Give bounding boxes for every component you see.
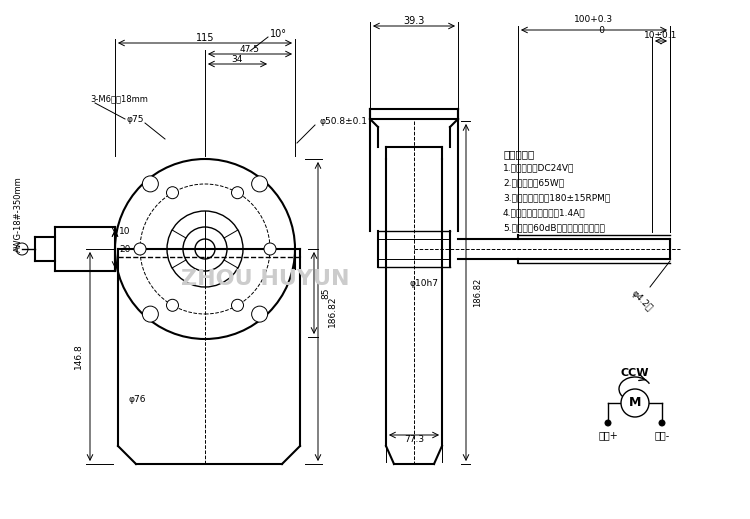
- Text: 85: 85: [322, 287, 331, 299]
- Text: 10°: 10°: [269, 29, 286, 39]
- Text: 3-M6丝深18mm: 3-M6丝深18mm: [90, 94, 148, 103]
- Text: 1.额定电压：DC24V；: 1.额定电压：DC24V；: [503, 163, 574, 172]
- Text: 146.8: 146.8: [74, 344, 82, 370]
- Text: CCW: CCW: [621, 368, 650, 378]
- Circle shape: [232, 187, 244, 199]
- Text: φ10h7: φ10h7: [410, 280, 439, 289]
- Text: 186.82: 186.82: [328, 296, 337, 327]
- Text: 2.额定功率：65W；: 2.额定功率：65W；: [503, 178, 564, 187]
- Circle shape: [605, 420, 611, 426]
- Text: ZHOU HUYUN: ZHOU HUYUN: [181, 269, 350, 289]
- Circle shape: [232, 299, 244, 311]
- Circle shape: [166, 187, 178, 199]
- Circle shape: [142, 306, 158, 322]
- Text: AWG-18#-350mm: AWG-18#-350mm: [13, 176, 22, 252]
- Text: 5.噪音小于60dB，无明显异常噪音。: 5.噪音小于60dB，无明显异常噪音。: [503, 223, 604, 232]
- Circle shape: [252, 306, 268, 322]
- Text: 77.3: 77.3: [404, 435, 424, 444]
- Text: 黑色-: 黑色-: [654, 430, 670, 440]
- Text: 红色+: 红色+: [598, 430, 618, 440]
- Circle shape: [621, 389, 649, 417]
- Text: 100+0.3
      0: 100+0.3 0: [574, 15, 614, 35]
- Text: φ4.2通: φ4.2通: [630, 289, 654, 313]
- Text: φ75: φ75: [126, 115, 144, 124]
- Text: φ76: φ76: [128, 394, 146, 403]
- Circle shape: [166, 299, 178, 311]
- Text: 115: 115: [196, 33, 214, 43]
- Text: 4.空载电流：小于等于1.4A；: 4.空载电流：小于等于1.4A；: [503, 208, 586, 217]
- Text: M: M: [628, 397, 641, 409]
- Circle shape: [659, 420, 665, 426]
- Text: 10: 10: [119, 227, 130, 237]
- Text: 39.3: 39.3: [404, 16, 424, 26]
- Text: 3.输出空载转速：180±15RPM；: 3.输出空载转速：180±15RPM；: [503, 193, 610, 202]
- Text: 47.5: 47.5: [240, 45, 260, 53]
- Text: 20: 20: [119, 244, 130, 253]
- Text: 186.82: 186.82: [473, 278, 482, 307]
- Circle shape: [142, 176, 158, 192]
- Circle shape: [264, 243, 276, 255]
- Text: 10±0.1: 10±0.1: [644, 32, 678, 40]
- Text: φ50.8±0.1: φ50.8±0.1: [320, 116, 368, 126]
- Circle shape: [134, 243, 146, 255]
- Circle shape: [252, 176, 268, 192]
- Text: 技术要求：: 技术要求：: [503, 149, 534, 159]
- Text: 34: 34: [231, 56, 243, 64]
